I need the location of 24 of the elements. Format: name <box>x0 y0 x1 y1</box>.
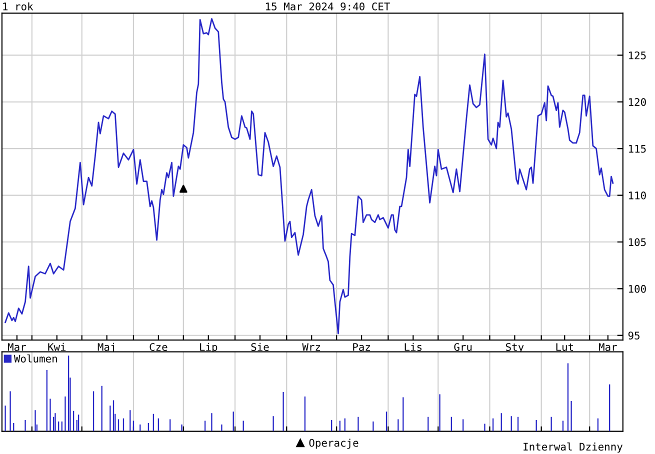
line-series <box>4 18 614 334</box>
x-tick-label: Lut <box>556 343 574 351</box>
x-tick-label: Sie <box>251 342 269 351</box>
text: Interwal Dzienny <box>524 442 622 453</box>
legend-label: Wolumen <box>14 354 57 363</box>
x-tick-label: Lis <box>404 342 422 351</box>
y-tick-label: 120 <box>629 98 646 106</box>
x-tick-label: Mar <box>598 343 617 351</box>
x-tick-label: Paz <box>353 343 370 351</box>
x-tick-label: Wrz <box>302 343 320 351</box>
x-tick-label: Cze <box>150 343 168 351</box>
legend-label: Operacje <box>309 438 358 449</box>
x-tick-label: Kwi <box>48 342 66 351</box>
x-tick-label: Gru <box>454 343 472 351</box>
y-tick-label: 110 <box>629 192 646 200</box>
y-tick-label: 100 <box>629 284 646 293</box>
x-tick-label: Mar <box>8 343 26 351</box>
y-tick-label: 125 <box>629 51 646 60</box>
x-tick-label: Lip <box>200 342 218 353</box>
y-tick-label: 105 <box>629 238 646 246</box>
y-tick-label: 95 <box>628 332 640 340</box>
chart-subtitle: 15 Mar 2024 9:40 CET <box>266 2 390 10</box>
chart-title: 1 rok <box>3 2 34 10</box>
y-tick-label: 115 <box>629 144 646 153</box>
